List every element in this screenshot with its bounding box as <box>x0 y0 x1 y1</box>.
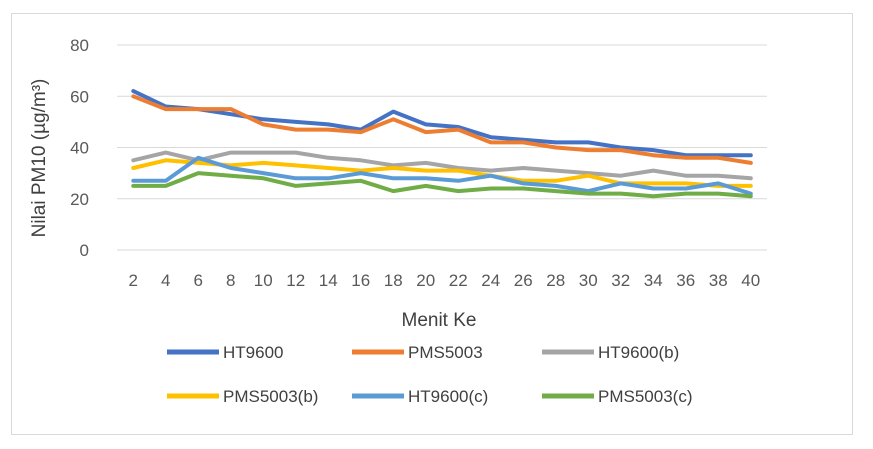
x-tick-label: 20 <box>416 271 435 290</box>
series-line-ht9600-b <box>131 150 753 181</box>
series-line-ht9600 <box>131 89 753 158</box>
x-tick-label: 14 <box>319 271 338 290</box>
x-tick-label: 34 <box>644 271 663 290</box>
x-tick-label: 38 <box>709 271 728 290</box>
series-line-pms5003-b <box>131 158 753 188</box>
y-axis-title: Nilai PM10 (µg/m³) <box>29 79 50 238</box>
series-line-pms5003 <box>131 94 753 165</box>
series-lines <box>131 89 753 199</box>
legend: HT9600 PMS5003 HT9600(b) PMS5003(b) HT9600(c… <box>167 343 692 406</box>
x-tick-label: 2 <box>129 271 138 290</box>
y-tick-label: 0 <box>80 241 89 260</box>
legend-label: PMS5003(b) <box>223 387 318 406</box>
legend-item-ht9600-c: HT9600(c) <box>352 387 488 406</box>
legend-item-pms5003: PMS5003 <box>352 343 483 362</box>
series-line-pms5003-c <box>131 171 753 199</box>
x-tick-label: 40 <box>741 271 760 290</box>
y-tick-labels: 0 20 40 60 80 <box>70 36 89 260</box>
legend-item-ht9600-b: HT9600(b) <box>542 343 679 362</box>
x-tick-label: 22 <box>449 271 468 290</box>
x-axis-title: Menit Ke <box>402 310 477 331</box>
x-tick-label: 36 <box>676 271 695 290</box>
y-tick-label: 20 <box>70 190 89 209</box>
x-tick-label: 30 <box>579 271 598 290</box>
legend-item-pms5003-b: PMS5003(b) <box>167 387 318 406</box>
x-tick-label: 32 <box>611 271 630 290</box>
x-tick-label: 18 <box>384 271 403 290</box>
gridlines <box>117 44 767 251</box>
x-tick-label: 26 <box>514 271 533 290</box>
x-tick-label: 12 <box>286 271 305 290</box>
x-tick-label: 16 <box>351 271 370 290</box>
legend-label: HT9600(b) <box>598 343 679 362</box>
legend-label: PMS5003(c) <box>598 387 692 406</box>
x-tick-label: 4 <box>161 271 170 290</box>
x-tick-label: 10 <box>254 271 273 290</box>
legend-item-pms5003-c: PMS5003(c) <box>542 387 692 406</box>
x-tick-labels: 2 4 6 8 10 12 14 16 18 20 22 24 26 28 30 32 34 36 38 40 <box>129 271 761 290</box>
legend-item-ht9600: HT9600 <box>167 343 283 362</box>
chart-frame: 0 20 40 60 80 2 4 6 8 10 12 14 16 18 20 22 24 26 28 30 32 34… <box>11 13 853 435</box>
series-line-ht9600-c <box>131 155 753 196</box>
x-tick-label: 8 <box>226 271 235 290</box>
legend-label: PMS5003 <box>408 343 483 362</box>
y-tick-label: 60 <box>70 87 89 106</box>
x-tick-label: 6 <box>194 271 203 290</box>
x-tick-label: 28 <box>546 271 565 290</box>
legend-label: HT9600(c) <box>408 387 488 406</box>
y-tick-label: 80 <box>70 36 89 55</box>
y-tick-label: 40 <box>70 139 89 158</box>
x-tick-label: 24 <box>481 271 500 290</box>
legend-label: HT9600 <box>223 343 283 362</box>
